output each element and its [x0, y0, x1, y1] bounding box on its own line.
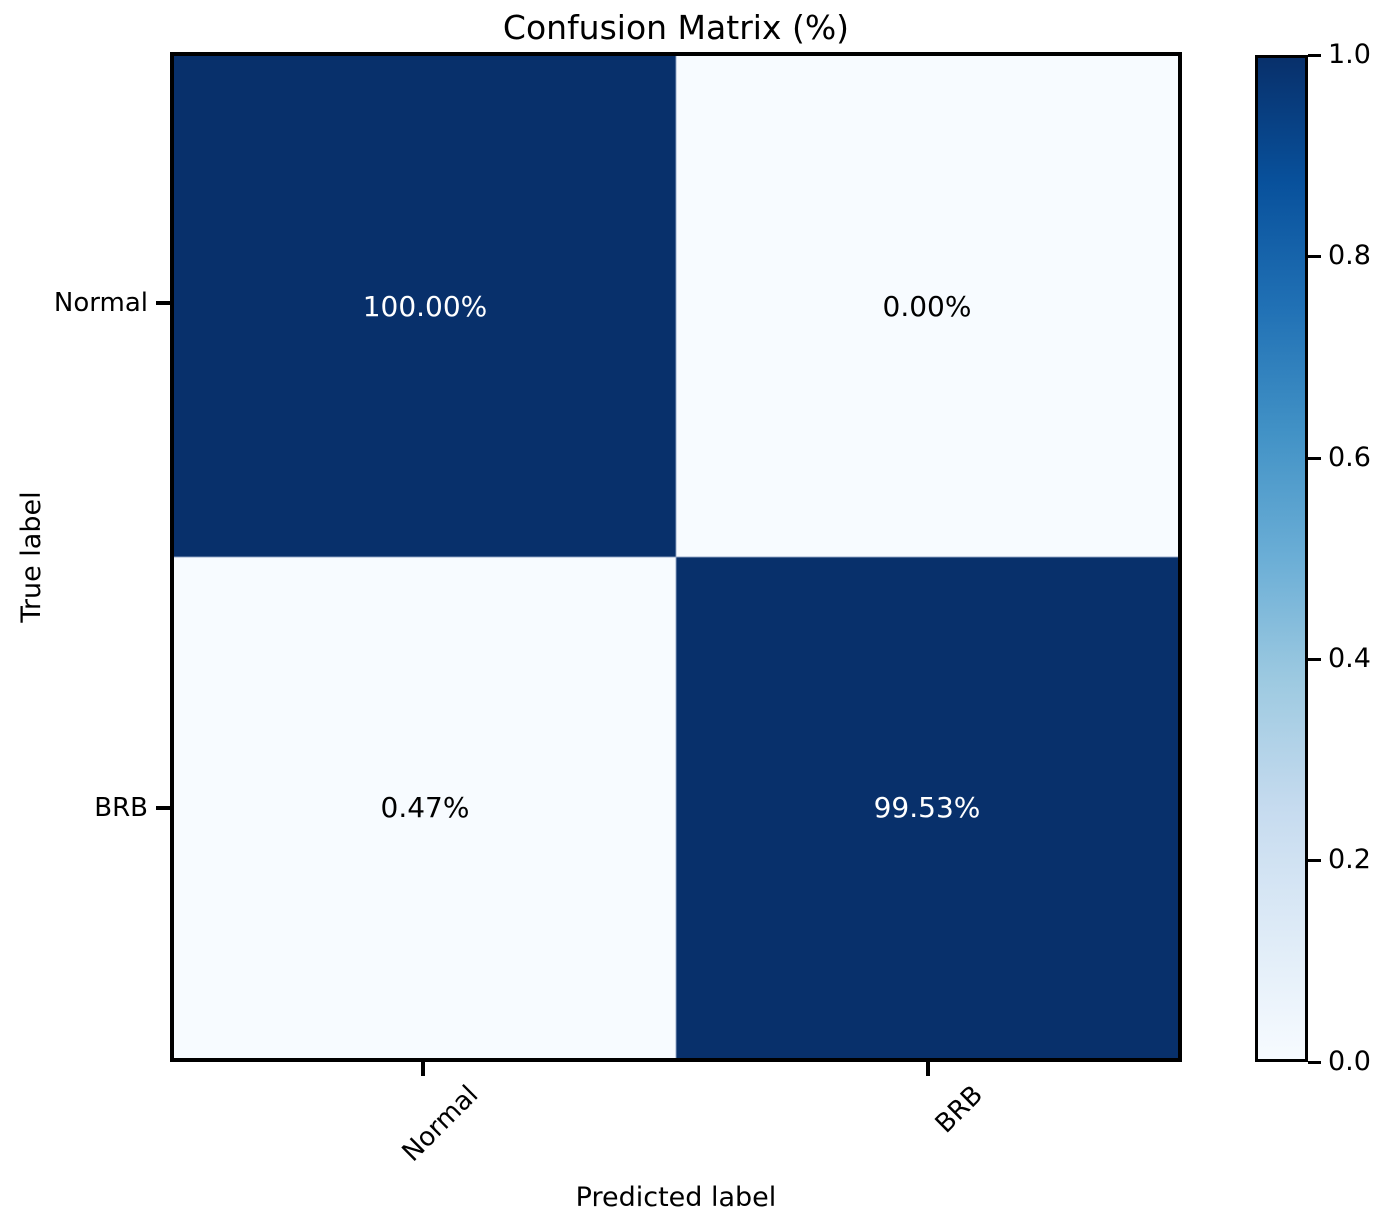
heatmap-plot-area: 100.00% 0.00% 0.47% 99.53% [170, 52, 1182, 1062]
colorbar-tick-label: 0.6 [1328, 442, 1371, 473]
colorbar-tick-label: 0.4 [1328, 643, 1371, 674]
x-tick-label-normal: Normal [396, 1080, 485, 1168]
y-axis-label: True label [16, 491, 47, 623]
x-tick-mark [421, 1062, 425, 1076]
colorbar-tick-mark [1308, 53, 1321, 57]
cell-separator-vertical [675, 56, 677, 1058]
cell-value-label: 0.00% [882, 290, 972, 323]
colorbar-tick-label: 0.8 [1328, 240, 1371, 271]
chart-title: Confusion Matrix (%) [502, 8, 850, 47]
colorbar [1255, 55, 1308, 1062]
cell-value-label: 100.00% [362, 290, 488, 323]
cell-value-label: 99.53% [873, 791, 981, 824]
colorbar-tick-mark [1308, 456, 1321, 460]
heatmap-cell-true-brb-pred-normal: 0.47% [174, 557, 676, 1058]
heatmap-cell-true-brb-pred-brb: 99.53% [676, 557, 1178, 1058]
heatmap-cell-true-normal-pred-brb: 0.00% [676, 56, 1178, 557]
x-tick-label-brb: BRB [929, 1080, 990, 1140]
colorbar-tick-mark [1308, 255, 1321, 258]
heatmap-cell-true-normal-pred-normal: 100.00% [174, 56, 676, 557]
colorbar-tick-mark [1308, 859, 1321, 862]
cell-value-label: 0.47% [380, 791, 470, 824]
y-tick-label-brb: BRB [94, 793, 148, 823]
y-tick-mark [156, 806, 170, 810]
x-tick-mark [926, 1062, 930, 1076]
colorbar-tick-label: 0.2 [1328, 844, 1371, 875]
colorbar-tick-mark [1308, 1060, 1321, 1064]
x-axis-label: Predicted label [575, 1182, 777, 1213]
y-tick-mark [156, 301, 170, 305]
colorbar-tick-mark [1308, 658, 1321, 661]
colorbar-tick-label: 0.0 [1328, 1046, 1371, 1077]
y-tick-label-normal: Normal [53, 288, 148, 318]
colorbar-tick-label: 1.0 [1328, 39, 1371, 70]
cell-separator-horizontal [174, 556, 1178, 558]
